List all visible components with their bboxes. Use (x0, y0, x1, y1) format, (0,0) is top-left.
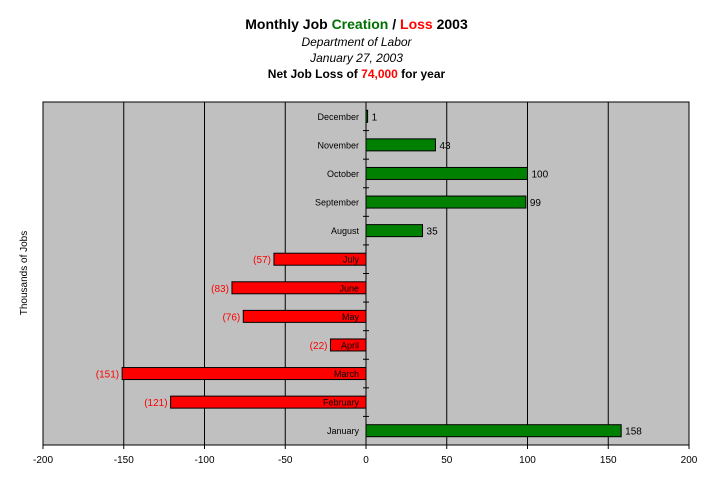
bar-january (365, 424, 622, 438)
bar-august (365, 224, 424, 238)
category-label: March (334, 369, 359, 379)
bar-september (365, 195, 527, 209)
category-label: September (315, 198, 359, 208)
x-tick-label: -100 (194, 455, 214, 466)
category-label: June (339, 283, 359, 293)
chart-subtitle-agency: Department of Labor (301, 35, 412, 49)
data-label: (22) (310, 341, 328, 352)
data-label: 158 (625, 427, 642, 438)
title-year: 2003 (432, 16, 468, 32)
x-tick-label: -150 (114, 455, 134, 466)
bar-november (365, 138, 436, 152)
data-label: (83) (211, 284, 229, 295)
x-tick-label: 50 (441, 455, 453, 466)
title-loss-word: Loss (400, 16, 433, 32)
y-axis-label: Thousands of Jobs (19, 231, 30, 316)
bars (121, 109, 622, 438)
category-label: April (341, 340, 359, 350)
chart-title: Monthly Job Creation / Loss 2003 (0, 14, 713, 34)
data-label: (121) (144, 398, 167, 409)
category-label: October (327, 169, 359, 179)
data-label: 1 (372, 112, 378, 123)
title-prefix: Monthly Job (245, 16, 332, 32)
title-slash: / (388, 16, 401, 32)
note-prefix: Net Job Loss of (267, 67, 362, 81)
category-label: January (327, 426, 360, 436)
category-label: August (331, 226, 360, 236)
category-label: December (317, 112, 359, 122)
data-label: 99 (530, 198, 542, 209)
category-label: May (342, 312, 360, 322)
x-tick-label: 200 (681, 455, 698, 466)
bar-march (121, 367, 367, 381)
x-tick-label: -50 (278, 455, 293, 466)
x-tick-label: 150 (600, 455, 617, 466)
axes: -200 -150 -100 -50 0 50 100 150 200 (33, 101, 698, 466)
data-label: (76) (222, 312, 240, 323)
chart-net-note: Net Job Loss of 74,000 for year (0, 66, 713, 82)
data-label: 100 (532, 169, 549, 180)
bar-october (365, 166, 528, 180)
labels: January 158 February (121) March (151) April (2… (96, 112, 643, 438)
x-tick-label: 0 (363, 455, 369, 466)
note-value: 74,000 (361, 67, 398, 81)
data-label: 35 (427, 227, 439, 238)
data-label: (151) (96, 370, 119, 381)
category-label: November (317, 140, 359, 150)
chart-subtitle-date: January 27, 2003 (310, 51, 403, 65)
category-label: February (323, 398, 360, 408)
data-label: 43 (439, 141, 451, 152)
x-tick-label: 100 (519, 455, 536, 466)
category-label: July (343, 255, 360, 265)
chart-titles: Monthly Job Creation / Loss 2003 Departm… (0, 14, 713, 82)
title-creation-word: Creation (331, 16, 389, 32)
note-suffix: for year (397, 67, 446, 81)
data-label: (57) (253, 255, 271, 266)
x-tick-label: -200 (33, 455, 53, 466)
